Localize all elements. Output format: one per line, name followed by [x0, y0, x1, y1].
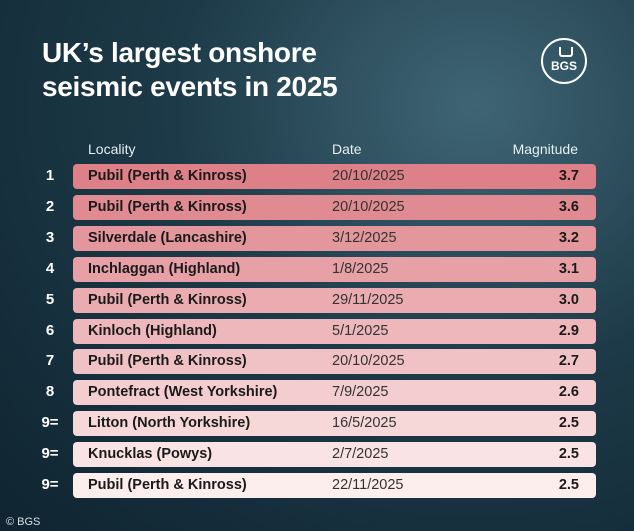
rank: 1	[45, 167, 55, 184]
magnitude: 2.6	[558, 384, 579, 401]
rank: 4	[45, 259, 55, 277]
column-header: Magnitude	[512, 141, 578, 157]
date: 20/10/2025	[332, 353, 405, 370]
table-row: Pubil (Perth & Kinross) 22/11/2025 2.5	[73, 473, 596, 498]
locality: Pubil (Perth & Kinross)	[88, 168, 247, 184]
locality: Inchlaggan (Highland)	[88, 260, 241, 277]
table-row: Inchlaggan (Highland) 1/8/2025 3.1	[73, 256, 596, 282]
table-row: Silverdale (Lancashire) 3/12/2025 3.2	[73, 225, 596, 251]
column-header: Locality	[88, 141, 136, 157]
magnitude: 2.5	[558, 446, 579, 463]
magnitude: 3.7	[558, 168, 579, 184]
date: 20/10/2025	[332, 198, 405, 215]
title: UK’s largest onshore seismic events in 2…	[42, 37, 338, 102]
locality: Pubil (Perth & Kinross)	[88, 291, 247, 308]
column-header: Date	[332, 141, 362, 157]
rank: 6	[45, 321, 55, 339]
magnitude: 2.5	[558, 477, 579, 493]
date: 22/11/2025	[332, 477, 404, 493]
rank: 7	[45, 352, 55, 370]
locality: Pontefract (West Yorkshire)	[88, 384, 278, 401]
rank: 9=	[41, 476, 59, 493]
locality: Kinloch (Highland)	[88, 322, 217, 339]
magnitude: 3.0	[558, 291, 579, 308]
magnitude: 2.7	[558, 353, 579, 370]
table-row: Kinloch (Highland) 5/1/2025 2.9	[73, 318, 596, 344]
date: 1/8/2025	[332, 260, 389, 277]
table-row: Litton (North Yorkshire) 16/5/2025 2.5	[73, 411, 596, 437]
rank: 3	[45, 228, 55, 246]
magnitude: 2.5	[558, 415, 579, 432]
rank: 9=	[41, 445, 59, 463]
table-row: Pubil (Perth & Kinross) 20/10/2025 3.6	[73, 194, 596, 220]
date: 2/7/2025	[332, 446, 389, 463]
date: 5/1/2025	[332, 322, 389, 339]
date: 29/11/2025	[332, 291, 404, 308]
magnitude: 3.2	[558, 229, 579, 246]
date: 3/12/2025	[332, 229, 397, 246]
table-row: Pubil (Perth & Kinross) 29/11/2025 3.0	[73, 287, 596, 313]
date: 16/5/2025	[332, 415, 397, 432]
table-row: Knucklas (Powys) 2/7/2025 2.5	[73, 442, 596, 468]
locality: Litton (North Yorkshire)	[88, 415, 251, 432]
locality: Pubil (Perth & Kinross)	[88, 353, 247, 370]
rank: 2	[45, 197, 55, 215]
locality: Pubil (Perth & Kinross)	[88, 198, 247, 215]
locality: Knucklas (Powys)	[88, 446, 213, 463]
locality: Silverdale (Lancashire)	[88, 229, 247, 246]
table-row: Pubil (Perth & Kinross) 20/10/2025 3.7	[73, 164, 596, 189]
rank: 8	[45, 383, 55, 401]
magnitude: 2.9	[558, 322, 579, 339]
date: 7/9/2025	[332, 384, 389, 401]
locality: Pubil (Perth & Kinross)	[88, 477, 247, 493]
rank: 5	[45, 290, 55, 308]
table-row: Pontefract (West Yorkshire) 7/9/2025 2.6	[73, 380, 596, 406]
magnitude: 3.1	[558, 260, 579, 277]
magnitude: 3.6	[558, 198, 579, 215]
date: 20/10/2025	[332, 168, 405, 184]
logo: BGS	[541, 38, 587, 84]
table-row: Pubil (Perth & Kinross) 20/10/2025 2.7	[73, 349, 596, 375]
credit: © BGS	[6, 516, 41, 528]
rank: 9=	[41, 414, 59, 432]
